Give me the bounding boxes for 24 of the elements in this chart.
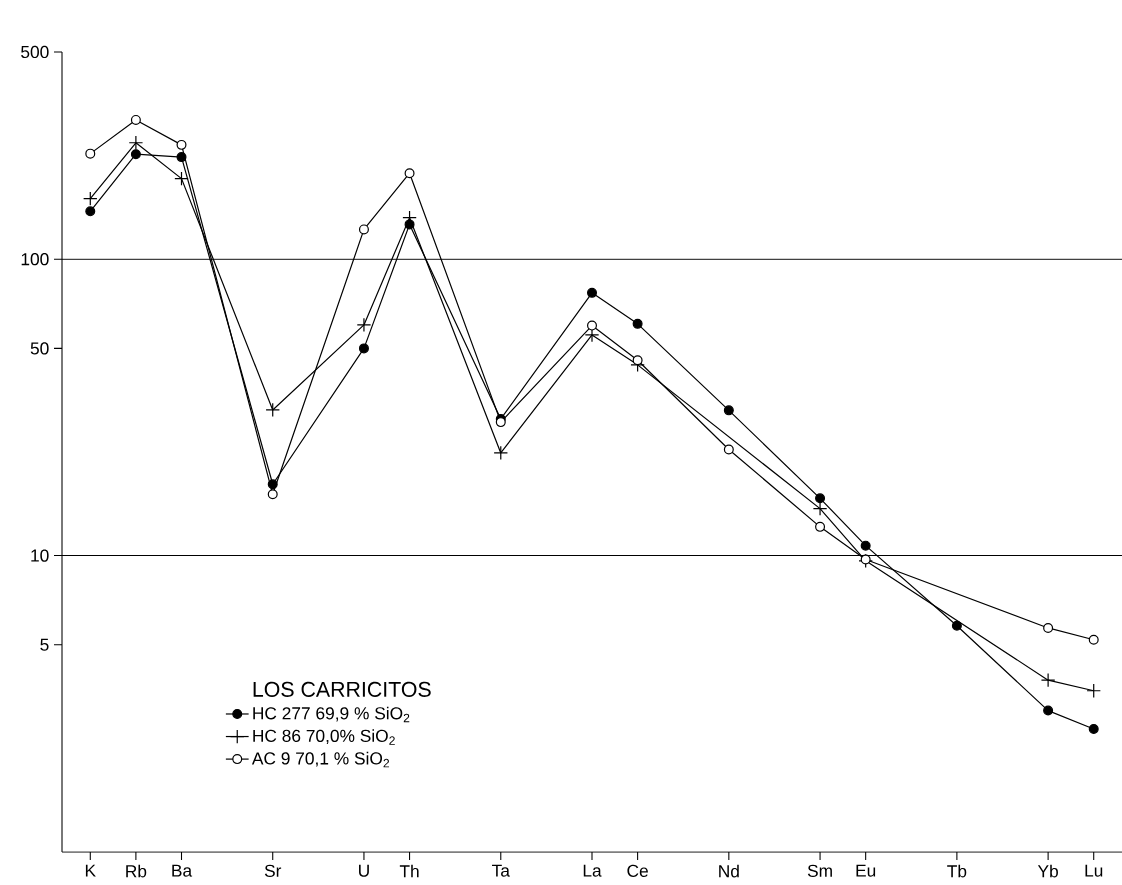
x-tick-label: La [583, 864, 602, 877]
legend-label: HC 277 69,9 % SiO$_{2}$ [253, 706, 410, 723]
x-tick-label: Sr [264, 864, 282, 877]
legend-label: HC 86 70,0% SiO$_{2}$ [253, 729, 395, 745]
x-tick-label: Ce [627, 864, 648, 877]
x-tick-label: Ta [492, 864, 510, 877]
x-tick-label: Ba [172, 864, 193, 877]
x-tick-label: Eu [856, 864, 876, 877]
y-tick-label: 50 [30, 342, 49, 355]
x-tick-label: Rb [126, 864, 147, 878]
x-tick-label: Sm [807, 864, 832, 877]
x-tick-label: Tb [947, 864, 967, 878]
y-tick-label: 100 [21, 253, 49, 266]
x-tick-label: Yb [1037, 864, 1058, 878]
x-tick-label: Nd [719, 864, 739, 878]
legend-title: LOS CARRICITOS [253, 681, 431, 697]
x-tick-label: U [359, 864, 369, 877]
y-tick-label: 10 [31, 549, 49, 562]
x-tick-label: K [85, 864, 96, 877]
x-tick-label: Th [399, 864, 419, 878]
legend-label: AC 9 70,1 % SiO$_{2}$ [251, 751, 390, 768]
x-tick-label: Lu [1085, 864, 1103, 877]
y-tick-label: 500 [21, 45, 49, 59]
y-tick-label: 5 [40, 638, 49, 651]
